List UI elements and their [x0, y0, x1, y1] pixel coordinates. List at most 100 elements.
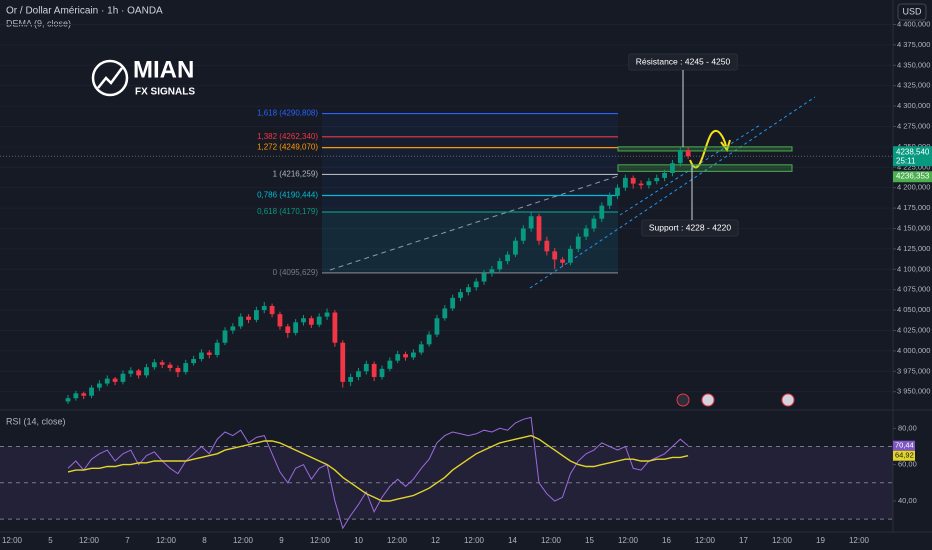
- candle-body: [497, 261, 503, 270]
- candle-body: [97, 383, 102, 388]
- candle-body: [89, 387, 94, 396]
- rsi-title: RSI (14, close): [6, 416, 66, 426]
- fib-zone: [322, 212, 618, 273]
- x-tick-label: 12: [431, 536, 440, 545]
- candle-body: [426, 334, 432, 345]
- fib-label: 0,618 (4170,179): [257, 207, 318, 216]
- logo-ring: [91, 59, 129, 97]
- projection-arrow: [720, 139, 731, 153]
- candle-body: [630, 177, 636, 184]
- rsi-line: [67, 416, 689, 530]
- candle-body: [583, 228, 589, 237]
- y-tick-label: 3 950,000: [897, 387, 930, 396]
- candle-body: [442, 308, 448, 319]
- rsi-last-label: 70,44: [895, 441, 914, 450]
- fib-zone: [322, 113, 618, 273]
- fib-label: 0 (4095,629): [273, 268, 319, 277]
- candle-body: [175, 368, 181, 373]
- candle-body: [254, 310, 259, 320]
- candle-body: [505, 254, 510, 262]
- candle-body: [120, 373, 126, 382]
- x-tick-label: 12:00: [310, 536, 331, 545]
- logo-title: MIAN: [133, 56, 194, 83]
- logo-subtitle: FX SIGNALS: [135, 87, 195, 98]
- candle-body: [560, 259, 565, 263]
- candle-body: [575, 236, 581, 249]
- y-tick-label: 4 275,000: [897, 121, 930, 130]
- event-icon[interactable]: [781, 393, 795, 407]
- event-icon[interactable]: [701, 393, 715, 407]
- candle-body: [159, 362, 165, 365]
- projection-curve: [689, 129, 727, 169]
- x-tick-label: 12:00: [2, 536, 23, 545]
- y-tick-label: 4 025,000: [897, 325, 930, 334]
- candle-body: [214, 342, 220, 355]
- event-icons[interactable]: [676, 393, 795, 407]
- last-price-box: [893, 146, 932, 167]
- rsi-ma-last-label: 64,92: [895, 451, 914, 460]
- fib-label: 1,618 (4290,808): [257, 109, 318, 118]
- candle-body: [261, 306, 267, 311]
- candle-body: [285, 326, 291, 333]
- candle-body: [269, 306, 275, 315]
- candle-body: [536, 216, 542, 241]
- rsi-y-tick-label: 60,00: [898, 460, 917, 469]
- candle-body: [450, 297, 456, 309]
- x-tick-label: 12:00: [464, 536, 485, 545]
- candle-body: [238, 316, 244, 327]
- candle-body: [552, 251, 558, 260]
- y-tick-label: 4 075,000: [897, 285, 930, 294]
- candle-body: [293, 322, 299, 333]
- candle-body: [403, 354, 408, 358]
- candle-body: [638, 183, 644, 186]
- dema-last-label: 4236,353: [896, 171, 930, 180]
- support-zone: [617, 164, 793, 172]
- candle-body: [379, 368, 385, 377]
- x-tick-label: 12:00: [79, 536, 100, 545]
- currency-box[interactable]: [897, 3, 927, 21]
- candle-body: [395, 354, 401, 361]
- candle-body: [167, 364, 173, 369]
- candle-body: [308, 318, 314, 325]
- x-tick-label: 16: [662, 536, 671, 545]
- candle-body: [685, 150, 691, 157]
- y-tick-label: 4 400,000: [897, 19, 930, 28]
- candle-body: [348, 376, 353, 382]
- x-tick-label: 12:00: [156, 536, 177, 545]
- candle-body: [316, 316, 322, 325]
- candle-body: [301, 318, 306, 323]
- candle-body: [222, 330, 228, 343]
- x-tick-label: 12:00: [387, 536, 408, 545]
- candle-body: [128, 370, 134, 374]
- y-tick-label: 3 975,000: [897, 366, 930, 375]
- candle-body: [607, 195, 613, 206]
- candle-body: [340, 342, 346, 382]
- candle-body: [144, 367, 149, 376]
- y-tick-label: 4 050,000: [897, 305, 930, 314]
- y-tick-label: 4 125,000: [897, 244, 930, 253]
- y-tick-label: 4 200,000: [897, 183, 930, 192]
- y-tick-label: 4 175,000: [897, 203, 930, 212]
- candle-body: [104, 378, 110, 384]
- fib-label: 1 (4216,259): [273, 170, 319, 179]
- x-tick-label: 15: [585, 536, 594, 545]
- candle-body: [418, 344, 424, 353]
- x-tick-label: 5: [48, 536, 53, 545]
- chart-title: Or / Dollar Américain · 1h · OANDA: [6, 6, 163, 17]
- candle-body: [591, 218, 597, 229]
- candle-body: [662, 172, 667, 178]
- x-tick-label: 12:00: [772, 536, 793, 545]
- candle-body: [73, 393, 79, 399]
- candle-body: [677, 150, 683, 164]
- event-icon[interactable]: [676, 393, 690, 407]
- rsi-band: [0, 446, 893, 520]
- y-tick-label: 4 000,000: [897, 346, 930, 355]
- candle-body: [81, 393, 87, 396]
- candle-body: [183, 363, 189, 373]
- candle-body: [434, 318, 440, 335]
- candle-body: [112, 378, 118, 382]
- fib-label: 1,272 (4249,070): [257, 143, 318, 152]
- rsi-line: [67, 434, 689, 502]
- candle-body: [199, 352, 204, 360]
